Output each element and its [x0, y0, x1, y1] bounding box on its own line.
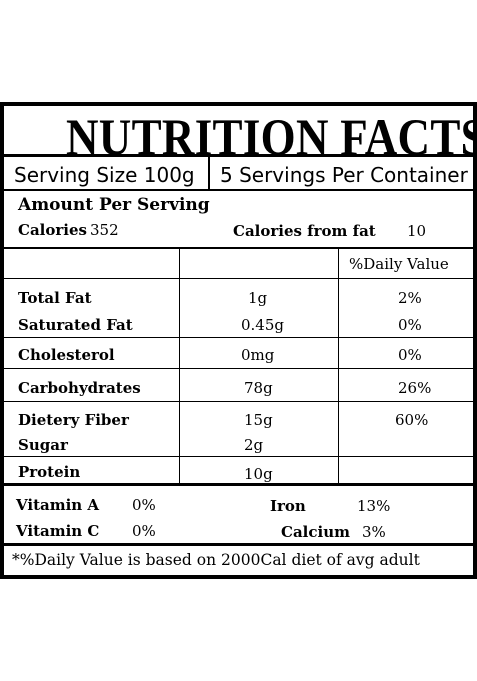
serving-size: Serving Size 100g [14, 163, 195, 187]
calories-label: Calories [18, 221, 87, 239]
nutrient-amount: 2g [244, 436, 264, 454]
nutrient-dv: 26% [398, 379, 432, 397]
vitamin-name: Vitamin A [16, 496, 100, 514]
servings-per-container: 5 Servings Per Container [220, 163, 468, 187]
calories-from-fat-label: Calories from fat [233, 222, 376, 240]
vitamin-name: Vitamin C [16, 522, 100, 540]
nutrient-name: Total Fat [18, 289, 92, 307]
divider [4, 278, 473, 279]
nutrient-dv: 60% [395, 411, 429, 429]
calories-from-fat-value: 10 [407, 222, 427, 240]
footnote: *%Daily Value is based on 2000Cal diet o… [12, 551, 420, 569]
nutrient-dv: 2% [398, 289, 422, 307]
divider [4, 368, 473, 369]
divider [4, 154, 473, 157]
mineral-value: 3% [362, 523, 386, 541]
daily-value-header: %Daily Value [349, 255, 449, 273]
divider [4, 247, 473, 249]
divider [4, 483, 473, 486]
vitamin-value: 0% [132, 522, 156, 540]
divider [4, 337, 473, 338]
nutrient-amount: 0.45g [241, 316, 285, 334]
vitamin-value: 0% [132, 496, 156, 514]
nutrient-dv: 0% [398, 346, 422, 364]
calories-value: 352 [90, 221, 119, 239]
divider [208, 157, 210, 189]
nutrient-name: Sugar [18, 436, 68, 454]
nutrient-name: Saturated Fat [18, 316, 133, 334]
nutrient-name: Dietery Fiber [18, 411, 129, 429]
nutrient-amount: 78g [244, 379, 273, 397]
divider [4, 456, 473, 457]
nutrient-amount: 15g [244, 411, 273, 429]
amount-per-serving: Amount Per Serving [18, 195, 210, 215]
mineral-name: Calcium [281, 523, 350, 541]
nutrition-facts-label: NUTRITION FACTS Serving Size 100g 5 Serv… [0, 102, 477, 579]
mineral-value: 13% [357, 497, 391, 515]
nutrient-amount: 0mg [241, 346, 275, 364]
divider [4, 401, 473, 402]
column-divider [338, 249, 339, 483]
divider [4, 543, 473, 546]
divider [4, 189, 473, 191]
nutrient-name: Cholesterol [18, 346, 115, 364]
nutrient-amount: 1g [248, 289, 268, 307]
nutrient-amount: 10g [244, 465, 273, 483]
column-divider [179, 249, 180, 483]
mineral-name: Iron [270, 497, 306, 515]
nutrient-dv: 0% [398, 316, 422, 334]
nutrient-name: Protein [18, 463, 81, 481]
nutrient-name: Carbohydrates [18, 379, 141, 397]
